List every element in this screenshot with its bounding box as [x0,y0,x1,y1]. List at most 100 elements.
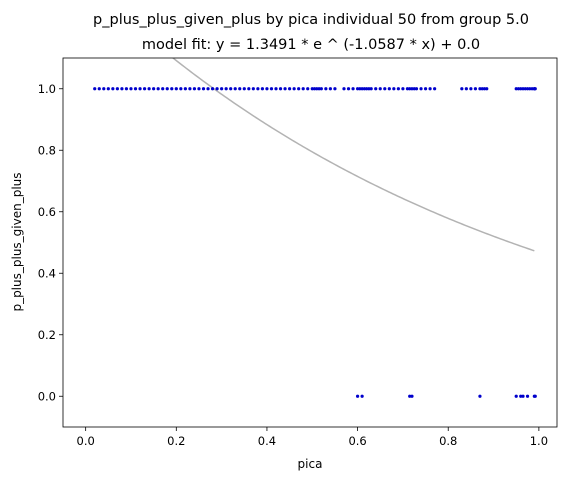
data-point [310,87,314,91]
data-point [115,87,119,91]
data-point [274,87,278,91]
data-point [358,87,362,91]
fit-curve-layer [171,58,535,252]
data-point [374,87,378,91]
data-point [482,87,487,91]
data-point [188,87,192,91]
data-point [106,87,110,91]
data-point [315,87,319,91]
data-point [516,87,521,91]
x-tick-label: 1.0 [530,434,548,448]
data-point [396,87,400,91]
data-point [111,87,115,91]
data-point [478,394,482,398]
data-point [278,87,283,91]
data-point [408,87,412,91]
plot-frame [62,57,558,428]
plot-area [93,58,537,398]
data-point [523,87,527,91]
data-point [97,87,101,91]
data-point [387,87,391,91]
data-point [120,87,124,91]
data-point [306,87,310,91]
data-point [401,87,405,91]
data-point [93,87,97,91]
y-axis-label: p_plus_plus_given_plus [10,172,24,311]
data-point [229,87,233,91]
data-point [333,87,337,91]
data-point [102,87,106,91]
data-point [142,87,147,91]
data-point [514,394,518,398]
data-point [519,87,523,91]
y-axis-ticks: 0.0 0.2 0.4 0.6 0.8 1.0 [38,82,63,403]
data-point [383,87,387,91]
data-point [297,87,301,91]
data-point [192,87,197,91]
data-point [124,87,129,91]
data-point [369,87,373,91]
data-point [533,87,537,91]
data-point [301,87,305,91]
data-point [161,87,165,91]
y-tick-label: 0.2 [38,328,56,342]
data-point [324,87,328,91]
data-point [378,87,382,91]
data-point [165,87,169,91]
data-point [410,394,414,398]
data-point [247,87,251,91]
data-point [464,87,468,91]
x-axis-ticks: 0.0 0.2 0.4 0.6 0.8 1.0 [77,427,548,448]
data-point [197,87,201,91]
data-point [460,87,464,91]
data-point [473,87,478,91]
data-point [433,87,437,91]
x-tick-label: 0.4 [258,434,276,448]
data-point [269,87,274,91]
data-point [133,87,138,91]
data-point [170,87,174,91]
data-point [312,87,317,91]
data-point [215,87,219,91]
y-tick-label: 1.0 [38,82,56,96]
x-tick-label: 0.6 [348,434,366,448]
x-tick-label: 0.0 [77,434,95,448]
data-point [201,87,206,91]
data-point [428,87,432,91]
data-point [528,87,532,91]
data-point [251,87,255,91]
data-point [242,87,246,91]
data-point [469,87,473,91]
data-point [319,87,323,91]
chart-title: p_plus_plus_given_plus by pica individua… [93,12,529,28]
model-fit-curve [171,58,535,252]
y-tick-label: 0.8 [38,143,56,157]
data-point [514,87,518,91]
data-point [156,87,160,91]
data-point [521,87,525,91]
data-point [423,87,428,91]
data-point [392,87,396,91]
data-point [220,87,224,91]
data-point [233,87,237,91]
data-point [256,87,260,91]
data-point [414,87,419,91]
data-point [367,87,371,91]
data-point [183,87,187,91]
x-tick-label: 0.2 [167,434,185,448]
y-tick-label: 0.4 [38,266,56,280]
data-point [405,87,410,91]
data-point [317,87,321,91]
data-point [355,394,360,398]
data-point [408,394,412,398]
data-point [355,87,360,91]
data-point [260,87,265,91]
data-point [533,394,537,398]
data-point [480,87,484,91]
data-point [478,87,482,91]
data-point [206,87,210,91]
data-point [525,394,530,398]
data-point [362,87,366,91]
